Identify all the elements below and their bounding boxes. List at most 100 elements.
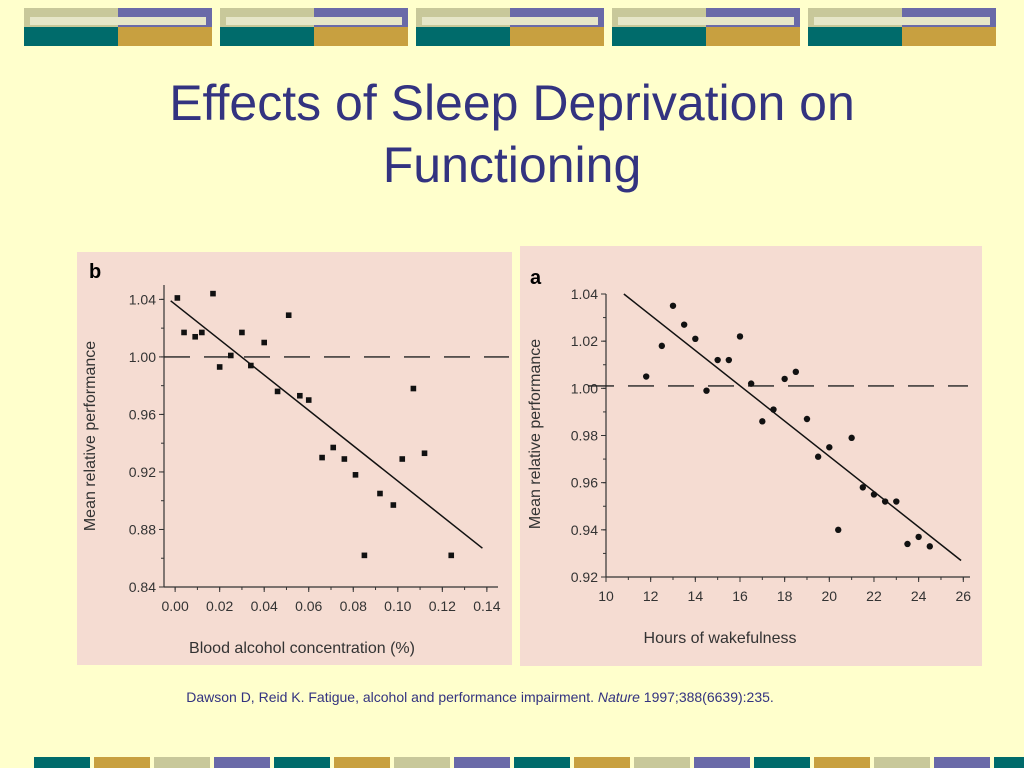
banner-block — [334, 757, 390, 768]
banner-block — [416, 27, 510, 46]
banner-block — [314, 27, 408, 46]
data-point — [306, 397, 312, 403]
banner-stripe — [618, 17, 794, 25]
data-point — [411, 386, 417, 392]
banner-block — [808, 27, 902, 46]
banner-block — [634, 757, 690, 768]
banner-block — [214, 757, 270, 768]
alcohol-performance-chart: 0.84 0.88 0.92 0.96 1.00 1.04 0.00 0.02 0.04 0.06… — [77, 252, 512, 665]
x-axis-title: Blood alcohol concentration (%) — [189, 640, 415, 657]
data-point — [228, 353, 234, 359]
x-tick-label: 0.12 — [429, 598, 456, 614]
regression-line — [171, 301, 483, 548]
data-point — [659, 343, 665, 349]
data-point — [726, 357, 732, 363]
data-point — [860, 484, 866, 490]
y-tick-label: 1.00 — [129, 349, 156, 365]
banner-stripe — [422, 17, 598, 25]
data-point — [848, 435, 854, 441]
banner-block — [394, 757, 450, 768]
banner-block — [274, 757, 330, 768]
data-point — [217, 364, 223, 370]
y-tick-label: 1.00 — [571, 380, 598, 396]
data-point — [904, 541, 910, 547]
data-point — [643, 373, 649, 379]
data-point — [377, 491, 383, 497]
y-tick-label: 1.04 — [129, 291, 156, 307]
data-point — [915, 534, 921, 540]
banner-block — [510, 27, 604, 46]
banner-block — [154, 757, 210, 768]
panel-letter: b — [89, 261, 101, 283]
data-point — [781, 376, 787, 382]
data-point — [882, 498, 888, 504]
banner-block — [706, 27, 800, 46]
data-point — [362, 553, 368, 559]
data-point — [353, 472, 359, 478]
data-point — [670, 303, 676, 309]
data-point — [330, 445, 336, 451]
y-axis-title: Mean relative performance — [82, 341, 99, 531]
banner-block — [754, 757, 810, 768]
data-point — [448, 553, 454, 559]
x-tick-label: 0.00 — [162, 598, 189, 614]
x-tick-label: 12 — [643, 588, 659, 604]
x-tick-label: 0.06 — [295, 598, 322, 614]
banner-block — [118, 27, 212, 46]
data-point — [181, 330, 187, 336]
chart-panel-a: 0.92 0.94 0.96 0.98 1.00 1.02 1.04 10 12 14 16 18 20… — [520, 246, 982, 666]
x-tick-label: 0.10 — [384, 598, 411, 614]
data-point — [422, 450, 428, 456]
data-point — [737, 333, 743, 339]
data-point — [297, 393, 303, 399]
data-point — [399, 456, 405, 462]
data-point — [815, 454, 821, 460]
banner-block — [220, 27, 314, 46]
banner-stripe — [30, 17, 206, 25]
banner-stripe — [226, 17, 402, 25]
data-point — [239, 330, 245, 336]
y-tick-label: 1.02 — [571, 333, 598, 349]
banner-block — [814, 757, 870, 768]
data-point — [275, 389, 281, 395]
x-tick-label: 14 — [688, 588, 704, 604]
y-tick-label: 0.98 — [571, 428, 598, 444]
y-tick-label: 0.96 — [129, 406, 156, 422]
banner-block — [34, 757, 90, 768]
y-tick-label: 0.84 — [129, 579, 156, 595]
data-point — [286, 312, 292, 318]
data-point — [391, 502, 397, 508]
data-point — [199, 330, 205, 336]
slide-title: Effects of Sleep Deprivation on Function… — [62, 72, 962, 196]
data-point — [703, 387, 709, 393]
data-point — [681, 321, 687, 327]
x-axis-title: Hours of wakefulness — [644, 630, 797, 647]
x-tick-label: 18 — [777, 588, 793, 604]
citation: Dawson D, Reid K. Fatigue, alcohol and p… — [0, 689, 960, 705]
data-point — [210, 291, 216, 297]
y-tick-label: 0.92 — [129, 464, 156, 480]
x-tick-label: 24 — [911, 588, 927, 604]
data-point — [893, 498, 899, 504]
citation-reference: 1997;388(6639):235. — [640, 689, 774, 705]
data-point — [748, 380, 754, 386]
banner-block — [902, 27, 996, 46]
x-tick-label: 26 — [956, 588, 972, 604]
citation-journal: Nature — [598, 689, 640, 705]
y-tick-label: 0.92 — [571, 569, 598, 585]
banner-block — [94, 757, 150, 768]
chart-panel-b: 0.84 0.88 0.92 0.96 1.00 1.04 0.00 0.02 0.04 0.06… — [77, 252, 512, 665]
x-tick-label: 22 — [866, 588, 882, 604]
data-point — [175, 295, 181, 301]
bottom-banner — [0, 755, 1024, 768]
banner-block — [514, 757, 570, 768]
y-tick-label: 0.96 — [571, 475, 598, 491]
banner-block — [874, 757, 930, 768]
x-tick-label: 0.14 — [473, 598, 500, 614]
banner-block — [612, 27, 706, 46]
data-point — [770, 406, 776, 412]
banner-block — [994, 757, 1024, 768]
banner-block — [694, 757, 750, 768]
data-point — [804, 416, 810, 422]
data-point — [192, 334, 198, 340]
